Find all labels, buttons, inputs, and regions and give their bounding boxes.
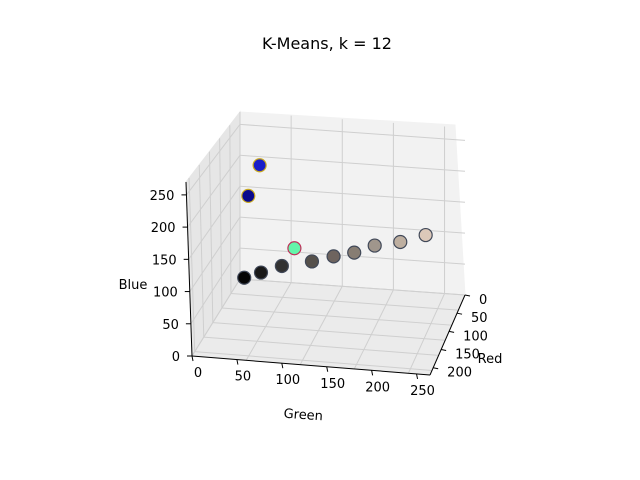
tick-label-green: 100 <box>275 373 300 388</box>
grid-line-green <box>194 351 433 371</box>
tick-mark-green <box>416 373 419 380</box>
tick-label-blue: 250 <box>150 189 175 204</box>
tick-label-red: 200 <box>447 366 472 381</box>
grid-line-red <box>245 282 292 361</box>
cluster-center-point <box>252 158 267 173</box>
grid-line-red <box>407 293 446 374</box>
cluster-center-point <box>287 241 302 256</box>
tick-label-blue: 150 <box>152 253 177 268</box>
red-axis-line <box>429 294 466 376</box>
tick-mark-green <box>191 355 194 362</box>
grid-line-blue-wall <box>187 155 241 228</box>
tick-mark-green <box>371 370 374 376</box>
tick-mark-red <box>448 330 455 333</box>
tick-label-red: 150 <box>455 348 480 363</box>
cluster-center-point <box>367 238 382 253</box>
grid-line-green-wall <box>219 138 223 309</box>
grid-line-green-wall <box>229 125 232 294</box>
grid-line-red <box>353 289 394 370</box>
cluster-center-point <box>253 265 269 280</box>
cluster-center-point <box>241 188 256 204</box>
tick-mark-red <box>456 312 463 315</box>
cluster-center-point <box>237 270 252 285</box>
tick-mark-green <box>236 359 239 365</box>
tick-mark-red <box>441 349 447 352</box>
cluster-center-point <box>326 249 341 264</box>
cluster-center-point <box>304 254 320 269</box>
tick-mark-green <box>281 363 284 369</box>
tick-mark-red <box>433 367 439 370</box>
tick-label-green: 0 <box>194 366 202 381</box>
grid-line-blue <box>239 278 466 296</box>
grid-line-blue <box>239 154 466 172</box>
grid-line-green <box>212 322 446 341</box>
grid-line-green-wall <box>188 178 196 352</box>
cluster-center-point <box>274 258 289 274</box>
back-pane-red-blue <box>239 111 466 296</box>
grid-lines <box>186 112 466 374</box>
grid-line-green-wall <box>198 164 205 338</box>
data-points <box>237 158 433 285</box>
chart-title: K-Means, k = 12 <box>262 34 392 53</box>
grid-line-blue-wall <box>188 185 241 260</box>
tick-label-blue: 200 <box>151 221 176 236</box>
tick-label-red: 0 <box>479 293 487 308</box>
grid-line-blue <box>239 123 466 141</box>
grid-line-blue <box>239 185 466 203</box>
tick-label-green: 50 <box>235 370 252 385</box>
grid-line-red <box>299 286 343 365</box>
grid-line-blue-wall <box>191 278 241 357</box>
tick-mark-red <box>464 294 471 297</box>
green-axis-line <box>191 355 431 376</box>
tick-label-red: 50 <box>471 311 488 326</box>
blue-axis-label: Blue <box>119 278 148 293</box>
green-axis-label: Green <box>283 407 323 425</box>
grid-line-blue-wall <box>186 124 241 196</box>
grid-line-green <box>230 293 459 311</box>
tick-mark-green <box>326 366 329 372</box>
cluster-center-point <box>393 234 408 250</box>
tick-label-green: 250 <box>410 384 435 399</box>
grid-line-blue-wall <box>190 247 241 325</box>
grid-line-blue-wall <box>189 216 241 292</box>
tick-label-green: 150 <box>320 377 345 392</box>
blue-axis-line <box>185 181 193 357</box>
red-axis-label: Red <box>478 352 503 367</box>
tick-label-blue: 0 <box>172 350 180 365</box>
cluster-center-point <box>418 227 433 243</box>
tick-label-blue: 100 <box>153 286 178 301</box>
tick-label-green: 200 <box>365 380 390 395</box>
tick-label-blue: 50 <box>162 318 179 333</box>
grid-line-green-wall <box>208 151 214 323</box>
grid-line-green <box>221 307 452 326</box>
tick-labels: 0 50 100 150 200 0 50 100 150 200 250 0 50 100 150 200 2… <box>150 189 488 399</box>
grid-line-green <box>203 336 439 356</box>
tick-label-red: 100 <box>463 329 488 344</box>
cluster-center-point <box>347 245 362 260</box>
